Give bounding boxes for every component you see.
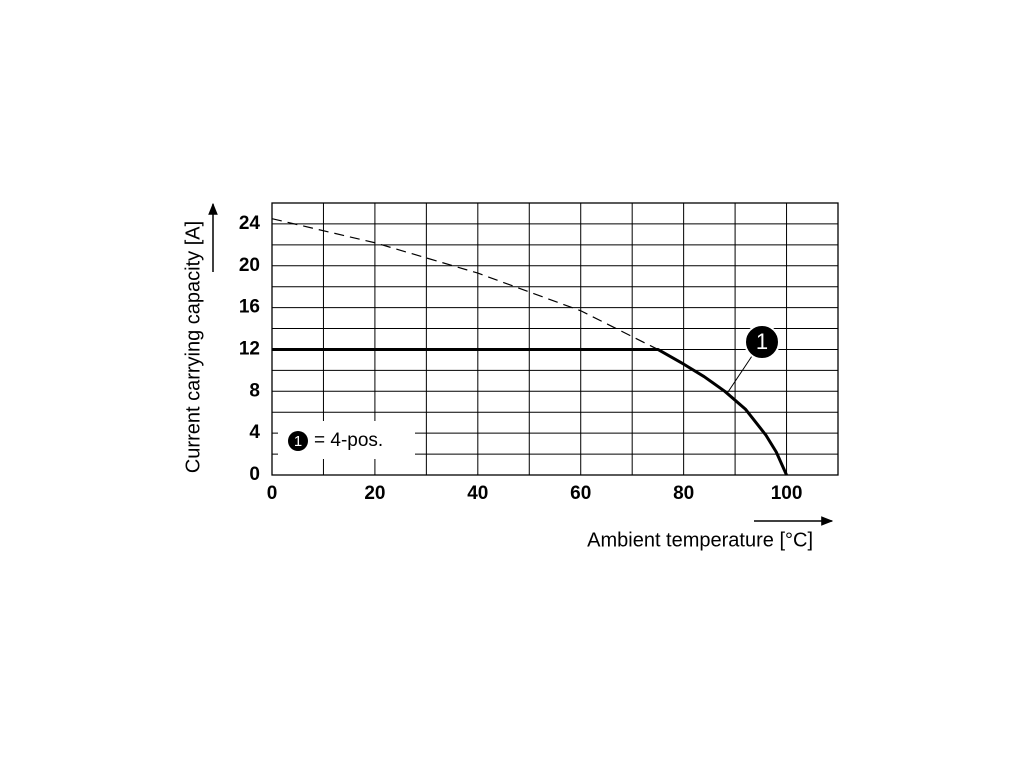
y-tick-label: 8 <box>249 380 260 401</box>
annotation-label: 1 <box>756 329 768 354</box>
plot-frame <box>271 202 839 476</box>
plot <box>271 218 788 476</box>
legend-marker-label: 1 <box>294 433 302 450</box>
x-tick-label: 0 <box>267 483 278 504</box>
x-tick-label: 40 <box>467 483 488 504</box>
annotation-leader <box>727 355 753 393</box>
y-tick-label: 16 <box>239 297 260 318</box>
x-axis-label: Ambient temperature [°C] <box>587 529 813 551</box>
y-axis-label: Current carrying capacity [A] <box>182 221 204 473</box>
legend-marker <box>288 431 308 451</box>
legend: 1 = 4-pos. <box>278 421 415 459</box>
x-tick-label: 20 <box>364 483 385 504</box>
line <box>272 347 788 476</box>
x-tick-label: 60 <box>570 483 591 504</box>
y-tick-label: 24 <box>239 213 261 234</box>
legend-label: = 4-pos. <box>314 430 383 451</box>
y-tick-label: 0 <box>249 464 260 485</box>
x-tick-label: 100 <box>771 483 803 504</box>
y-tick-label: 4 <box>249 422 260 443</box>
dashed-line <box>271 218 659 350</box>
annotation: 1 <box>727 324 780 393</box>
annotation-marker <box>744 324 780 360</box>
x-tick-label: 80 <box>673 483 694 504</box>
y-tick-label: 20 <box>239 255 260 276</box>
y-tick-label: 12 <box>239 338 260 359</box>
